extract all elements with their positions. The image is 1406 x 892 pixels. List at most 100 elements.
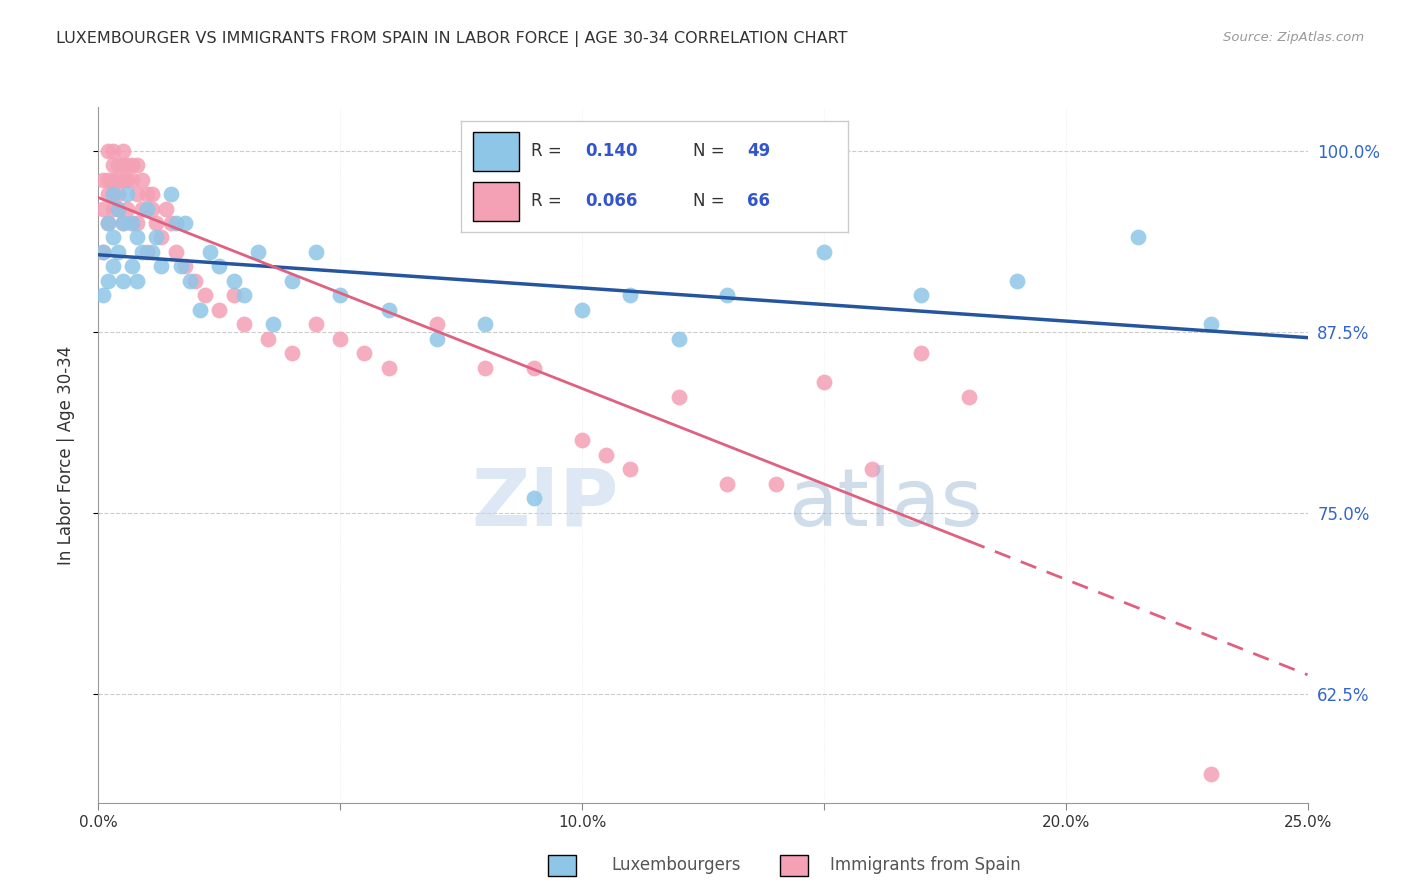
Point bbox=[107, 202, 129, 216]
Point bbox=[111, 274, 134, 288]
Text: LUXEMBOURGER VS IMMIGRANTS FROM SPAIN IN LABOR FORCE | AGE 30-34 CORRELATION CHA: LUXEMBOURGER VS IMMIGRANTS FROM SPAIN IN… bbox=[56, 31, 848, 47]
Point bbox=[111, 172, 134, 186]
Point bbox=[141, 244, 163, 259]
Point bbox=[91, 288, 114, 302]
Point bbox=[111, 144, 134, 158]
Point bbox=[141, 202, 163, 216]
Point bbox=[101, 187, 124, 202]
Point bbox=[155, 202, 177, 216]
Point bbox=[426, 332, 449, 346]
Point bbox=[107, 158, 129, 172]
Point bbox=[111, 158, 134, 172]
Point bbox=[571, 303, 593, 318]
Point bbox=[860, 462, 883, 476]
Point bbox=[91, 172, 114, 186]
Point bbox=[101, 260, 124, 274]
Point bbox=[281, 346, 304, 360]
Point bbox=[127, 230, 149, 244]
Point bbox=[281, 274, 304, 288]
Point bbox=[174, 216, 197, 230]
Point bbox=[117, 158, 139, 172]
Point bbox=[910, 346, 932, 360]
Point bbox=[256, 332, 278, 346]
Point bbox=[97, 216, 120, 230]
Point bbox=[121, 158, 143, 172]
Point bbox=[474, 361, 496, 376]
Point bbox=[131, 202, 153, 216]
Point bbox=[107, 187, 129, 202]
Point bbox=[523, 491, 546, 506]
Point bbox=[813, 376, 835, 390]
Y-axis label: In Labor Force | Age 30-34: In Labor Force | Age 30-34 bbox=[56, 345, 75, 565]
Point bbox=[222, 274, 245, 288]
Point bbox=[619, 288, 641, 302]
Point bbox=[716, 288, 738, 302]
Point bbox=[107, 244, 129, 259]
Point bbox=[571, 434, 593, 448]
Point bbox=[329, 332, 352, 346]
Point bbox=[222, 288, 245, 302]
Point bbox=[169, 260, 191, 274]
Point bbox=[117, 187, 139, 202]
Text: ZIP: ZIP bbox=[471, 465, 619, 542]
Point bbox=[97, 172, 120, 186]
Point bbox=[262, 318, 284, 332]
Point bbox=[131, 172, 153, 186]
Point bbox=[121, 216, 143, 230]
Point bbox=[523, 361, 546, 376]
Point bbox=[97, 144, 120, 158]
Point bbox=[160, 187, 183, 202]
Point bbox=[131, 244, 153, 259]
Point bbox=[145, 216, 167, 230]
Point bbox=[135, 202, 157, 216]
Point bbox=[101, 187, 124, 202]
Point bbox=[165, 244, 187, 259]
Point bbox=[619, 462, 641, 476]
Text: Immigrants from Spain: Immigrants from Spain bbox=[830, 856, 1021, 874]
Point bbox=[188, 303, 211, 318]
Point bbox=[91, 244, 114, 259]
Point bbox=[160, 216, 183, 230]
Point bbox=[101, 230, 124, 244]
Point bbox=[97, 216, 120, 230]
Point bbox=[107, 172, 129, 186]
Point bbox=[91, 244, 114, 259]
Point bbox=[813, 244, 835, 259]
Point bbox=[957, 390, 980, 404]
Point bbox=[305, 318, 328, 332]
Point bbox=[1199, 767, 1222, 781]
Point bbox=[247, 244, 270, 259]
Point bbox=[111, 216, 134, 230]
Point bbox=[305, 244, 328, 259]
Point bbox=[101, 158, 124, 172]
Point bbox=[135, 244, 157, 259]
Point bbox=[101, 202, 124, 216]
Point bbox=[117, 172, 139, 186]
Point bbox=[668, 390, 690, 404]
Point bbox=[426, 318, 449, 332]
Point bbox=[184, 274, 207, 288]
Point bbox=[121, 260, 143, 274]
Point bbox=[910, 288, 932, 302]
Point bbox=[1128, 230, 1150, 244]
Point bbox=[101, 172, 124, 186]
Point bbox=[127, 158, 149, 172]
Point bbox=[716, 477, 738, 491]
Point bbox=[111, 216, 134, 230]
Point bbox=[198, 244, 221, 259]
Point bbox=[121, 216, 143, 230]
Point bbox=[101, 144, 124, 158]
Text: Source: ZipAtlas.com: Source: ZipAtlas.com bbox=[1223, 31, 1364, 45]
Text: atlas: atlas bbox=[787, 465, 981, 542]
Point bbox=[127, 216, 149, 230]
Point bbox=[127, 274, 149, 288]
Point bbox=[150, 260, 173, 274]
Point bbox=[765, 477, 787, 491]
Point bbox=[232, 288, 254, 302]
Point bbox=[107, 202, 129, 216]
Point bbox=[145, 230, 167, 244]
Point bbox=[91, 202, 114, 216]
Point bbox=[174, 260, 197, 274]
Point bbox=[474, 318, 496, 332]
Point bbox=[208, 303, 231, 318]
